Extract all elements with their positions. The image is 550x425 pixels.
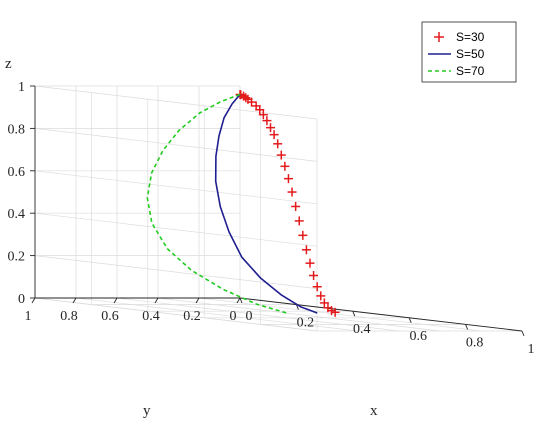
y-tick-mark (195, 297, 200, 304)
y-tick-label: 0.2 (183, 309, 201, 324)
back-wall-gridline (34, 255, 318, 289)
series-s30-point (247, 97, 257, 107)
back-wall-gridline (34, 128, 318, 162)
series-s30-point (255, 105, 265, 115)
series-s30-point (241, 93, 251, 103)
x-tick-mark (465, 324, 469, 330)
y-tick-mark (154, 297, 159, 304)
series-s30-point (280, 161, 290, 171)
y-tick-mark (113, 297, 118, 304)
x-tick-label: 0 (246, 309, 253, 324)
x-tick-mark (352, 311, 356, 317)
x-tick-mark (408, 317, 412, 323)
z-tick-label: 0.6 (8, 165, 26, 180)
x-tick-label: 0.2 (297, 316, 315, 331)
back-wall-gridline (34, 212, 318, 247)
legend-label-s50: S=50 (456, 47, 485, 61)
y-tick-label: 0.6 (101, 309, 119, 324)
y-tick-label: 0.8 (60, 309, 78, 324)
floor-gridline (116, 297, 400, 332)
series-s30-point (319, 298, 329, 308)
z-tick-label: 1 (18, 80, 25, 95)
y-tick-label: 0.4 (142, 309, 160, 324)
y-tick-mark (31, 297, 36, 304)
series-s30-point (312, 282, 322, 292)
legend-item-s50: S=50 (428, 47, 485, 61)
y-tick-label: 1 (25, 309, 32, 324)
series-s30-point (298, 230, 308, 240)
series-s30-point (262, 116, 272, 126)
floor-gridline (198, 297, 482, 332)
x-axis-line (239, 297, 523, 332)
series-s30-point (258, 110, 268, 120)
legend: S=30 S=50 S=70 (421, 21, 517, 83)
z-tick-label: 0 (18, 292, 25, 307)
legend-marker-s30 (434, 32, 444, 42)
series-s30-point (291, 201, 301, 211)
floor-gridline (157, 297, 441, 332)
axis-layer: 0 0.2 0.4 0.6 0.8 100.20.40.60.8100.20.40.60.… (8, 80, 535, 357)
x-axis-label: x (370, 403, 378, 419)
x-tick-mark (521, 330, 525, 337)
series-s30-point (269, 130, 279, 140)
series-s30-point (309, 270, 319, 280)
z-tick-label: 0.2 (8, 250, 26, 265)
y-axis-label: y (143, 403, 151, 419)
series-s70-line (146, 93, 287, 314)
x-tick-mark (295, 304, 299, 310)
series-s30-point (283, 174, 293, 184)
x-tick-label: 1 (528, 342, 535, 357)
z-axis-label: z (5, 56, 12, 72)
series-s30-point (316, 291, 326, 301)
series-s30-point (305, 258, 315, 268)
legend-box (421, 21, 517, 83)
series-s30-point (301, 245, 311, 255)
series-s30-point (266, 123, 276, 133)
legend-label-s70: S=70 (456, 64, 485, 78)
floor-gridline (75, 297, 359, 332)
series-s30-point (330, 307, 340, 317)
y-tick-mark (236, 297, 241, 304)
legend-item-s70: S=70 (428, 64, 485, 78)
back-wall-gridline (34, 85, 318, 120)
x-tick-label: 0.8 (466, 335, 484, 350)
series-s50-line (214, 93, 318, 314)
legend-item-s30: S=30 (434, 30, 485, 44)
series-s30-point (276, 150, 286, 160)
series-s30-point (294, 216, 304, 226)
x-tick-label: 0.4 (353, 322, 371, 337)
series-s30-point (287, 187, 297, 197)
series-s30-markers (235, 89, 340, 317)
x-tick-label: 0.6 (409, 329, 427, 344)
y-tick-label: 0 (230, 309, 237, 324)
z-tick-label: 0.4 (8, 207, 26, 222)
back-wall-gridline (34, 170, 318, 205)
legend-label-s30: S=30 (456, 30, 485, 44)
x-tick-mark (239, 297, 243, 304)
z-tick-label: 0.8 (8, 122, 26, 137)
y-tick-mark (72, 297, 77, 304)
series-layer (146, 89, 340, 317)
series-s30-point (273, 139, 283, 149)
grid-layer (34, 85, 523, 332)
back-wall-gridline (34, 297, 318, 332)
